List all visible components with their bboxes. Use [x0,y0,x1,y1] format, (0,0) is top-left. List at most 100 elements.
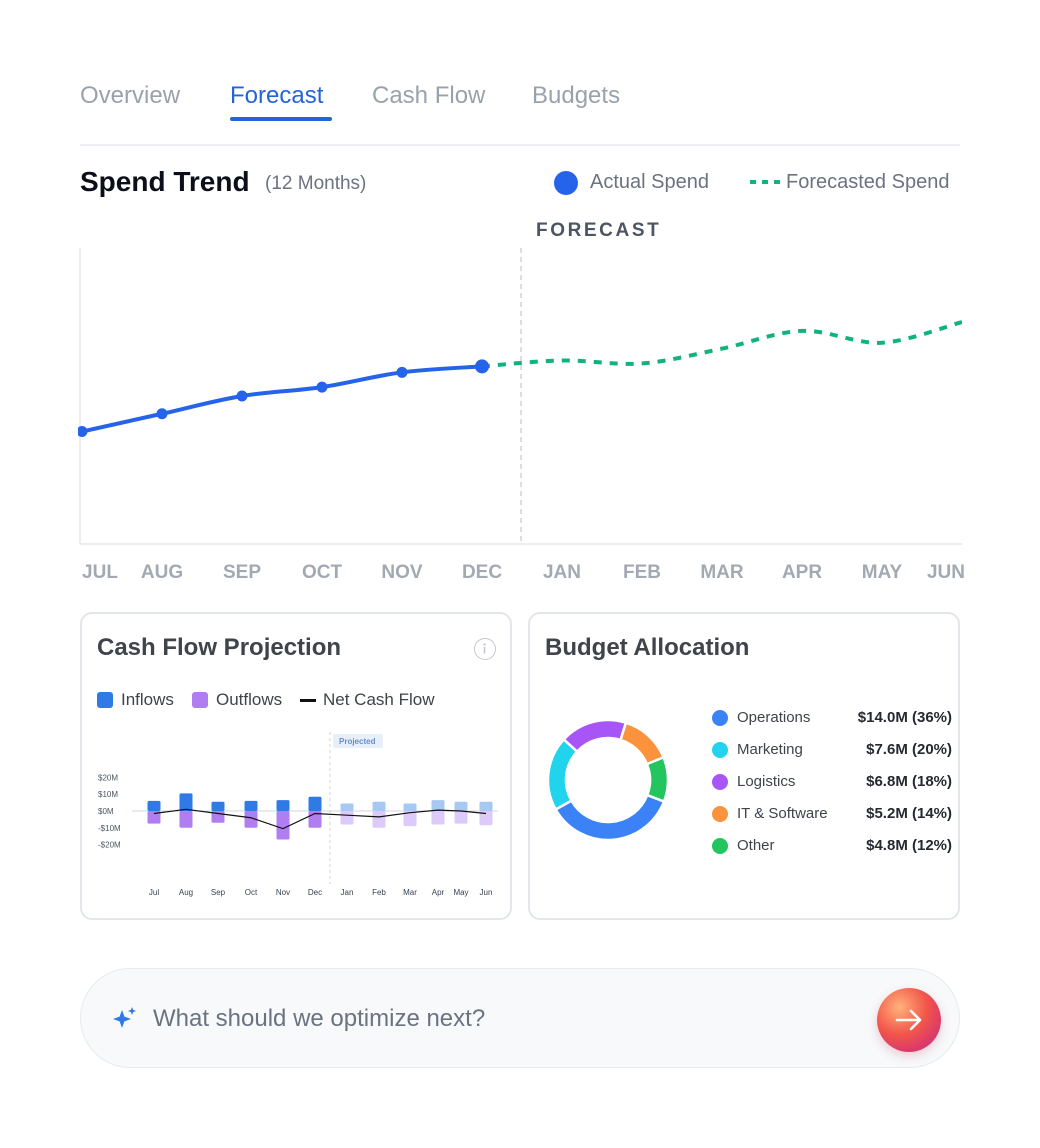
x-axis-month-label: DEC [461,562,503,583]
budget-legend-dot [712,710,728,726]
budget-legend-row: Other $4.8M (12%) [712,835,952,857]
budget-legend-dot [712,838,728,854]
outflow-bar [403,811,417,827]
send-button[interactable] [877,988,941,1052]
inflow-bar [454,801,468,811]
budget-legend-value: $5.2M (14%) [866,805,952,822]
x-axis-month-label: OCT [301,562,343,583]
actual-spend-point [316,381,328,393]
budget-legend-name: Logistics [737,773,796,790]
x-axis-month-label: Mar [403,888,417,897]
inflow-bar [179,793,193,811]
inflow-bar [308,796,322,811]
inflow-bar [403,803,417,811]
x-axis-month-label: May [453,888,468,897]
active-tab-indicator [230,117,332,121]
budget-legend-dot [712,806,728,822]
y-axis-tick-label: $10M [98,790,118,799]
x-axis-month-label: MAR [700,562,744,583]
inflow-bar [340,803,354,811]
outflows-legend-swatch [192,692,208,708]
actual-spend-legend-dot [554,171,578,195]
budget-legend-name: IT & Software [737,805,828,822]
donut-slice-other [645,755,670,804]
donut-slice-operations [554,793,666,842]
outflow-bar [276,811,290,840]
x-axis-month-label: Sep [211,888,226,897]
x-axis-month-label: SEP [222,562,262,583]
budget-allocation-card: Budget Allocation Operations $14.0M (36%)… [528,612,960,920]
budget-legend-value: $6.8M (18%) [866,773,952,790]
budget-allocation-title: Budget Allocation [545,634,750,661]
y-axis-tick-label: -$20M [98,841,121,850]
x-axis-month-label: JUN [926,562,966,583]
actual-spend-point [475,359,489,374]
x-axis-month-label: Dec [308,888,322,897]
x-axis-month-label: Jun [480,888,493,897]
actual-spend-point [156,408,168,420]
net-cash-flow-legend-label: Net Cash Flow [323,690,435,709]
info-icon[interactable] [474,638,496,660]
x-axis-month-label: Apr [432,888,445,897]
budget-legend-name: Operations [737,709,811,726]
outflow-bar [179,811,193,828]
x-axis-month-label: Jul [149,888,159,897]
ask-input[interactable] [153,999,853,1039]
x-axis-month-label: AUG [140,562,184,583]
cash-flow-title: Cash Flow Projection [97,634,342,661]
outflow-bar [340,811,354,825]
outflow-bar [372,811,386,828]
inflow-bar [147,800,161,811]
tab-forecast[interactable]: Forecast [230,82,324,109]
x-axis-month-label: APR [781,562,823,583]
x-axis-month-label: JUL [82,562,118,583]
budget-legend-name: Other [737,837,775,854]
net-cash-flow-line [153,808,487,830]
x-axis-month-label: Nov [276,888,290,897]
inflow-bar [431,800,445,811]
actual-spend-point [396,366,408,378]
x-axis-month-label: NOV [381,562,423,583]
spend-trend-chart [78,248,962,545]
outflow-bar [147,811,161,824]
actual-spend-point [236,390,248,402]
inflow-bar [244,800,258,811]
tab-bar: Overview Forecast Cash Flow Budgets [80,78,960,146]
forecast-region-label: FORECAST [536,220,662,241]
budget-legend-value: $7.6M (20%) [866,741,952,758]
outflow-bar [431,811,445,825]
budget-legend-row: IT & Software $5.2M (14%) [712,803,952,825]
y-axis-tick-label: $0M [98,807,114,816]
budget-donut-chart [546,718,670,842]
ask-bar [80,968,960,1068]
spend-trend-subtitle: (12 Months) [265,173,367,194]
x-axis-month-label: Oct [245,888,258,897]
budget-legend-value: $4.8M (12%) [866,837,952,854]
inflows-legend-swatch [97,692,113,708]
actual-spend-legend-label: Actual Spend [590,171,709,193]
x-axis-month-label: Jan [341,888,354,897]
y-axis-tick-label: $20M [98,773,118,782]
inflow-bar [211,801,225,811]
actual-spend-line [81,364,483,434]
budget-legend-dot [712,774,728,790]
inflow-bar [372,801,386,811]
net-cash-flow-legend-line [300,699,316,702]
outflow-bar [479,811,493,826]
budget-legend-value: $14.0M (36%) [857,709,952,726]
inflows-legend-label: Inflows [121,690,174,709]
tab-budgets[interactable]: Budgets [532,82,621,109]
actual-spend-point [78,426,88,438]
inflow-bar [276,800,290,811]
tab-overview[interactable]: Overview [80,82,181,109]
x-axis-month-label: FEB [623,562,661,583]
donut-slice-it-software [618,721,666,766]
donut-slice-logistics [562,718,628,754]
tab-cash-flow[interactable]: Cash Flow [372,82,486,109]
forecast-spend-legend-line [750,180,780,184]
cash-flow-chart: $20M $10M $0M -$10M -$20M Projected Jul Aug Sep O… [98,732,498,897]
budget-legend-dot [712,742,728,758]
budget-legend-row: Marketing $7.6M (20%) [712,739,952,761]
x-axis-month-label: MAY [861,562,903,583]
inflow-bar [479,801,493,811]
